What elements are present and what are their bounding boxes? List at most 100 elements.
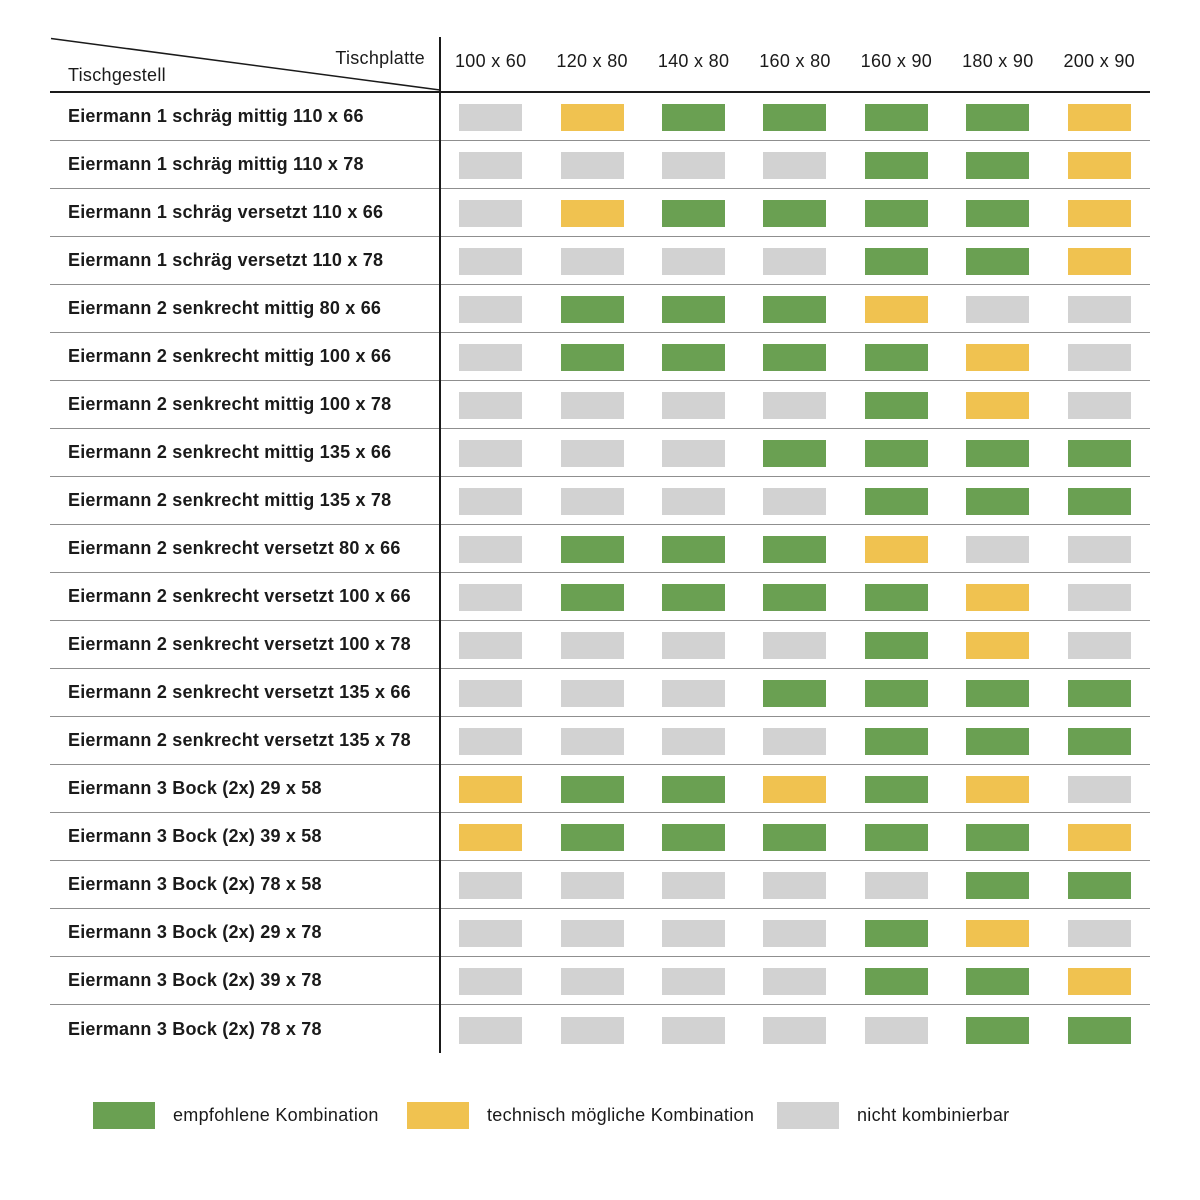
status-swatch-n (459, 440, 523, 467)
matrix-cell (440, 957, 541, 1004)
status-swatch-g (1067, 872, 1131, 899)
matrix-cell (744, 477, 845, 524)
status-swatch-g (864, 200, 928, 227)
row-cells (440, 717, 1150, 764)
matrix-cell (643, 237, 744, 284)
matrix-cell (846, 429, 947, 476)
status-swatch-y (966, 344, 1030, 371)
matrix-cell (1049, 93, 1150, 140)
matrix-cell (1049, 861, 1150, 908)
status-swatch-n (864, 872, 928, 899)
matrix-cell (440, 237, 541, 284)
matrix-cell (440, 1005, 541, 1053)
matrix-cell (440, 861, 541, 908)
status-swatch-n (763, 392, 827, 419)
matrix-cell (1049, 381, 1150, 428)
status-swatch-g (864, 584, 928, 611)
row-cells (440, 285, 1150, 332)
status-swatch-g (864, 920, 928, 947)
row-cells (440, 141, 1150, 188)
row-label: Eiermann 3 Bock (2x) 78 x 78 (68, 1018, 322, 1039)
status-swatch-n (459, 392, 523, 419)
matrix-cell (744, 237, 845, 284)
status-swatch-g (966, 200, 1030, 227)
matrix-cell (947, 93, 1048, 140)
status-swatch-y (1067, 824, 1131, 851)
status-swatch-n (459, 968, 523, 995)
matrix-cell (1049, 333, 1150, 380)
row-cells (440, 93, 1150, 140)
row-cells (440, 813, 1150, 860)
status-swatch-n (763, 920, 827, 947)
row-cells (440, 621, 1150, 668)
table-row: Eiermann 2 senkrecht versetzt 100 x 78 (50, 621, 1150, 669)
status-swatch-n (560, 1016, 624, 1044)
status-swatch-y (1067, 200, 1131, 227)
matrix-cell (643, 525, 744, 572)
row-label: Eiermann 2 senkrecht mittig 100 x 78 (68, 394, 392, 414)
status-swatch-n (1067, 776, 1131, 803)
status-swatch-g (763, 200, 827, 227)
matrix-cell (643, 621, 744, 668)
status-swatch-g (662, 344, 726, 371)
matrix-cell (947, 237, 1048, 284)
column-header: 160 x 90 (860, 50, 933, 71)
status-swatch-n (662, 920, 726, 947)
status-swatch-g (662, 776, 726, 803)
matrix-cell (1049, 621, 1150, 668)
row-label: Eiermann 2 senkrecht mittig 80 x 66 (68, 298, 382, 318)
row-cells (440, 333, 1150, 380)
status-swatch-n (763, 968, 827, 995)
matrix-cell (744, 669, 845, 716)
header-corner: Tischplatte Tischgestell (50, 35, 440, 93)
matrix-cell (947, 669, 1048, 716)
status-swatch-g (763, 824, 827, 851)
status-swatch-n (459, 584, 523, 611)
status-swatch-g (560, 776, 624, 803)
matrix-cell (947, 573, 1048, 620)
status-swatch-n (459, 920, 523, 947)
status-swatch-g (966, 248, 1030, 275)
matrix-cell (1049, 285, 1150, 332)
matrix-cell (744, 957, 845, 1004)
matrix-cell (744, 813, 845, 860)
matrix-cell (846, 333, 947, 380)
matrix-cell (440, 573, 541, 620)
matrix-cell (846, 189, 947, 236)
status-swatch-n (1067, 584, 1131, 611)
matrix-cell (643, 573, 744, 620)
row-label: Eiermann 2 senkrecht mittig 135 x 78 (68, 490, 392, 510)
row-cells (440, 909, 1150, 956)
status-swatch-g (763, 680, 827, 707)
matrix-cell (947, 957, 1048, 1004)
status-swatch-n (459, 632, 523, 659)
matrix-cell (643, 957, 744, 1004)
matrix-cell (1049, 525, 1150, 572)
matrix-cell (744, 429, 845, 476)
status-swatch-n (1067, 632, 1131, 659)
matrix-cell (947, 189, 1048, 236)
status-swatch-n (459, 872, 523, 899)
legend: empfohlene Kombination technisch mögliche… (0, 1102, 1200, 1130)
matrix-cell (846, 669, 947, 716)
status-swatch-n (459, 248, 523, 275)
status-swatch-g (864, 344, 928, 371)
status-swatch-y (864, 536, 928, 563)
matrix-cell (947, 333, 1048, 380)
status-swatch-g (662, 104, 726, 131)
matrix-cell (744, 717, 845, 764)
column-header: 120 x 80 (556, 50, 628, 71)
status-swatch-g (966, 728, 1030, 755)
row-cells (440, 381, 1150, 428)
table-header: Tischplatte Tischgestell 100 x 60 120 x 8… (50, 35, 1150, 93)
matrix-cell (1049, 765, 1150, 812)
status-swatch-y (763, 776, 827, 803)
status-swatch-g (966, 680, 1030, 707)
status-swatch-g (966, 1016, 1030, 1044)
diagonal-divider-line (50, 37, 440, 91)
matrix-cell (1049, 813, 1150, 860)
row-label: Eiermann 3 Bock (2x) 39 x 58 (68, 826, 322, 846)
status-swatch-g (966, 104, 1030, 131)
status-swatch-g (560, 824, 624, 851)
status-swatch-g (966, 824, 1030, 851)
